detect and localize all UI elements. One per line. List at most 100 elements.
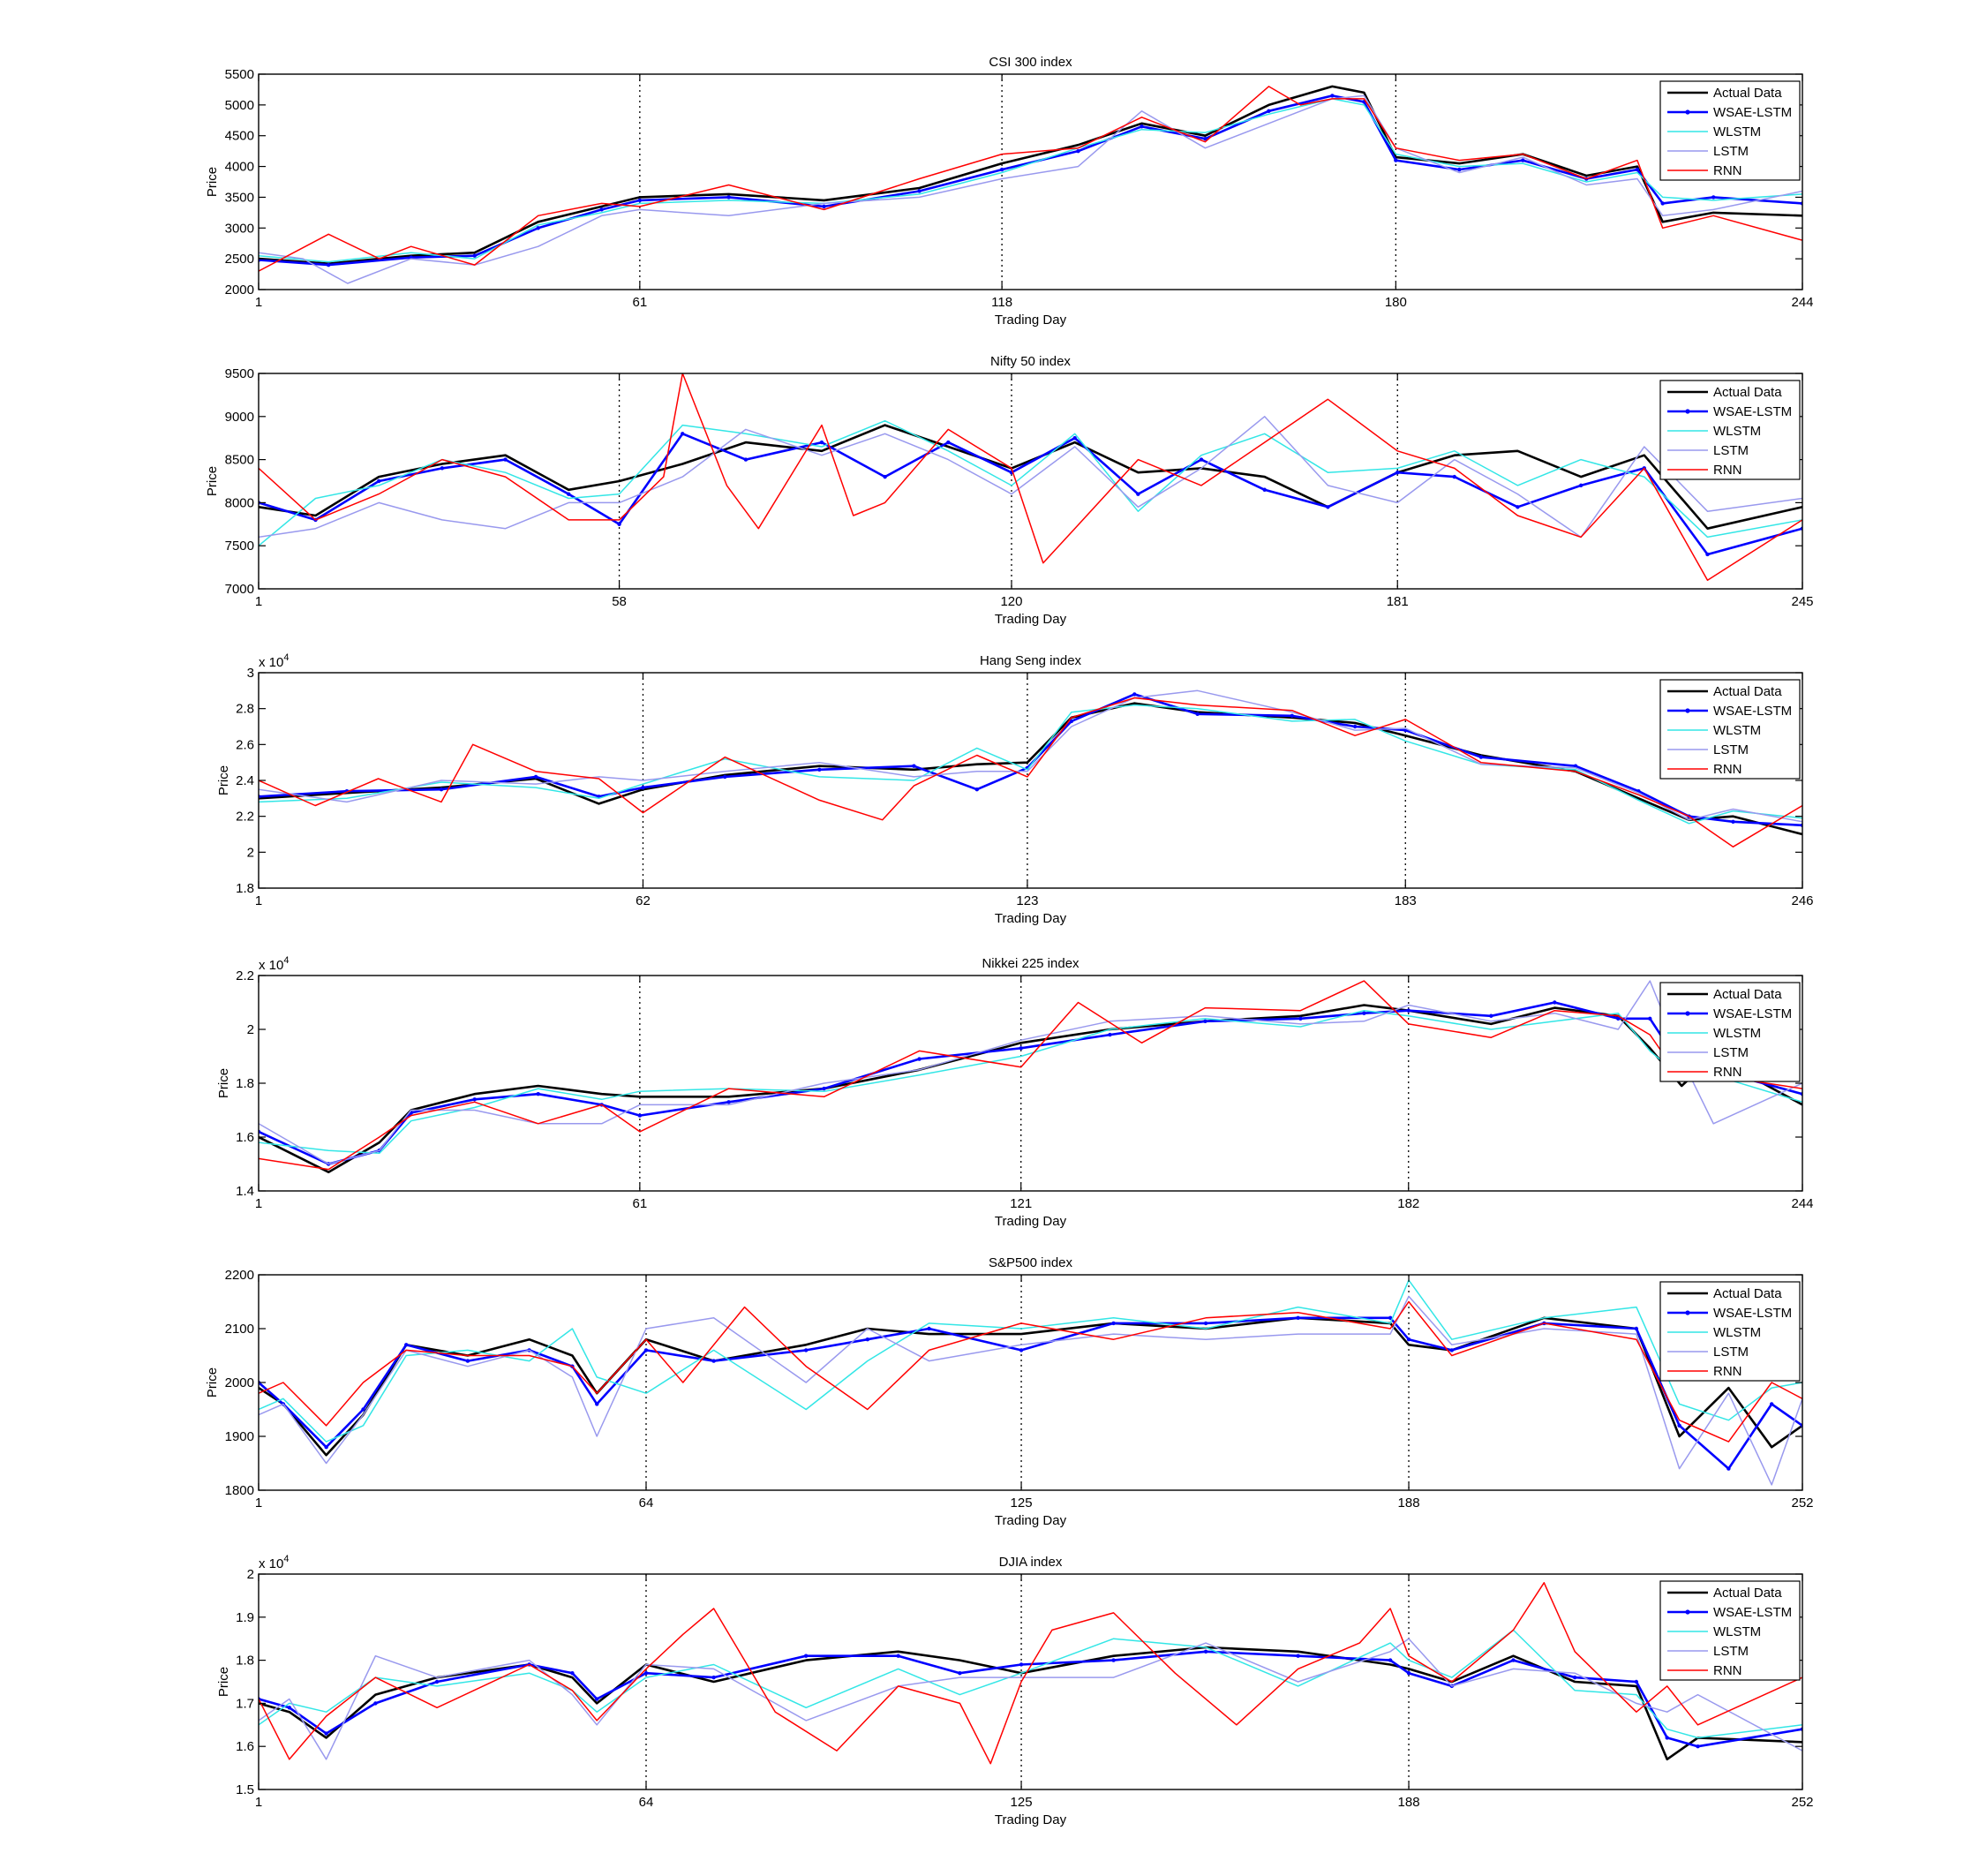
y-tick-label: 2.6	[236, 737, 254, 752]
wsae-lstm-point	[946, 440, 951, 445]
series-line-rnn	[259, 1300, 1802, 1443]
legend-entry: WLSTM	[1713, 723, 1761, 738]
legend-entry: WLSTM	[1713, 1624, 1761, 1639]
wsae-lstm-point	[643, 1671, 649, 1676]
wsae-lstm-point	[927, 1326, 931, 1331]
wsae-lstm-point	[1457, 167, 1462, 172]
x-tick-label: 1	[255, 1496, 262, 1511]
legend-marker	[1685, 708, 1690, 713]
series-line-wlstm	[259, 1009, 1802, 1155]
axes-box	[258, 1573, 1803, 1790]
x-tick-label: 125	[1011, 1795, 1033, 1810]
x-axis-label: Trading Day	[995, 1812, 1067, 1827]
x-axis-label: Trading Day	[995, 911, 1067, 926]
legend-entry: Actual Data	[1713, 86, 1782, 101]
wsae-lstm-point	[324, 1445, 328, 1450]
wsae-lstm-point	[1362, 1011, 1366, 1015]
legend-entry: WSAE-LSTM	[1713, 704, 1792, 719]
wsae-lstm-point	[803, 1348, 809, 1352]
wsae-lstm-point	[503, 457, 508, 462]
y-tick-label: 7500	[225, 539, 254, 554]
legend: Actual Data WSAE-LSTM WLSTM LSTM RNN	[1659, 1281, 1801, 1382]
y-tick-label: 2200	[225, 1268, 254, 1283]
series-line-lstm	[259, 416, 1802, 539]
legend-entry: WLSTM	[1713, 424, 1761, 439]
x-tick-label: 246	[1791, 893, 1813, 908]
wsae-lstm-point	[1203, 1019, 1207, 1024]
series-line-lstm	[259, 689, 1802, 823]
legend-marker	[1685, 109, 1690, 115]
wsae-lstm-point	[1572, 1675, 1577, 1680]
wsae-lstm-point	[711, 1359, 716, 1363]
wsae-lstm-point	[1406, 1008, 1411, 1013]
legend-box	[1659, 1281, 1801, 1382]
wsae-lstm-point	[1521, 158, 1525, 162]
series-line-rnn	[259, 697, 1802, 848]
wsae-lstm-point	[1573, 764, 1578, 768]
y-tick-label: 4000	[225, 160, 254, 175]
x-tick-label: 252	[1791, 1795, 1813, 1810]
wsae-lstm-point	[1203, 1649, 1208, 1654]
y-tick-label: 3000	[225, 221, 254, 236]
wsae-lstm-point	[1388, 1658, 1393, 1662]
wsae-lstm-point	[917, 1057, 922, 1061]
wsae-lstm-point	[822, 204, 826, 209]
y-multiplier: x 104	[259, 652, 289, 670]
wsae-lstm-point	[472, 253, 477, 258]
wsae-lstm-point	[1406, 1337, 1411, 1342]
wsae-lstm-point	[999, 167, 1004, 172]
wsae-lstm-point	[1069, 719, 1074, 724]
chart-title: CSI 300 index	[989, 55, 1072, 70]
series-line-actual-data	[259, 1004, 1802, 1173]
x-tick-label: 244	[1791, 295, 1813, 310]
axes-box	[258, 672, 1803, 889]
series-group	[259, 85, 1802, 284]
wsae-lstm-point	[1388, 1315, 1393, 1321]
axes-box	[258, 1274, 1803, 1491]
legend-box	[1659, 982, 1801, 1082]
wsae-lstm-point	[958, 1671, 962, 1676]
x-tick-label: 118	[991, 295, 1012, 310]
wsae-lstm-point	[1195, 712, 1200, 716]
wsae-lstm-point	[570, 1671, 575, 1676]
x-axis-label: Trading Day	[995, 313, 1067, 328]
wsae-lstm-point	[1262, 487, 1267, 492]
wsae-lstm-point	[1203, 137, 1207, 141]
series-group	[259, 689, 1802, 848]
wsae-lstm-point	[681, 432, 685, 436]
y-tick-label: 9500	[225, 366, 254, 381]
legend-entry: WLSTM	[1713, 124, 1761, 139]
series-line-rnn	[259, 86, 1802, 272]
x-tick-label: 61	[633, 1196, 648, 1211]
legend-entry: WSAE-LSTM	[1713, 105, 1792, 120]
y-tick-label: 2	[247, 1567, 254, 1582]
legend: Actual Data WSAE-LSTM WLSTM LSTM RNN	[1659, 1580, 1801, 1681]
series-line-actual-data	[259, 1316, 1802, 1457]
y-axis-label: Price	[216, 1068, 231, 1098]
y-tick-label: 2	[247, 845, 254, 860]
series-line-wsae-lstm	[259, 1650, 1802, 1748]
x-tick-label: 1	[255, 295, 262, 310]
x-tick-label: 61	[633, 295, 648, 310]
wsae-lstm-point	[1769, 1402, 1774, 1406]
legend-entry: RNN	[1713, 1663, 1742, 1678]
y-tick-label: 4500	[225, 129, 254, 144]
y-tick-label: 9000	[225, 410, 254, 425]
series-group	[259, 1582, 1802, 1765]
legend-box	[1659, 1580, 1801, 1681]
wsae-lstm-point	[373, 1701, 378, 1706]
legend-box	[1659, 380, 1801, 480]
legend-entry: Actual Data	[1713, 684, 1782, 699]
wsae-lstm-point	[1267, 109, 1271, 114]
legend-entry: RNN	[1713, 762, 1742, 777]
wsae-lstm-point	[1203, 1321, 1208, 1326]
legend-entry: Actual Data	[1713, 1286, 1782, 1301]
legend-marker	[1685, 1011, 1690, 1016]
wsae-lstm-point	[1516, 505, 1520, 509]
series-line-wlstm	[259, 419, 1802, 546]
y-tick-label: 1.4	[236, 1184, 254, 1199]
y-tick-label: 2.4	[236, 773, 254, 788]
series-line-wlstm	[259, 1279, 1802, 1443]
wsae-lstm-point	[434, 1679, 440, 1684]
series-line-rnn	[259, 373, 1802, 581]
